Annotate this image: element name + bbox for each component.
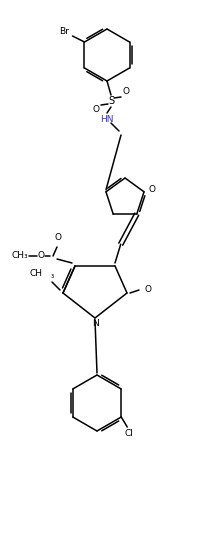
Text: CH₃: CH₃ (12, 252, 28, 260)
Text: O: O (123, 87, 129, 97)
Text: O: O (55, 233, 61, 243)
Text: Cl: Cl (125, 430, 134, 439)
Text: N: N (93, 319, 99, 327)
Text: ₃: ₃ (51, 272, 54, 280)
Text: S: S (108, 96, 114, 106)
Text: CH: CH (30, 269, 43, 279)
Text: Br: Br (59, 28, 69, 36)
Text: O: O (37, 252, 45, 260)
Text: O: O (149, 185, 155, 194)
Text: HN: HN (100, 114, 114, 123)
Text: O: O (145, 285, 151, 295)
Text: O: O (93, 106, 99, 114)
